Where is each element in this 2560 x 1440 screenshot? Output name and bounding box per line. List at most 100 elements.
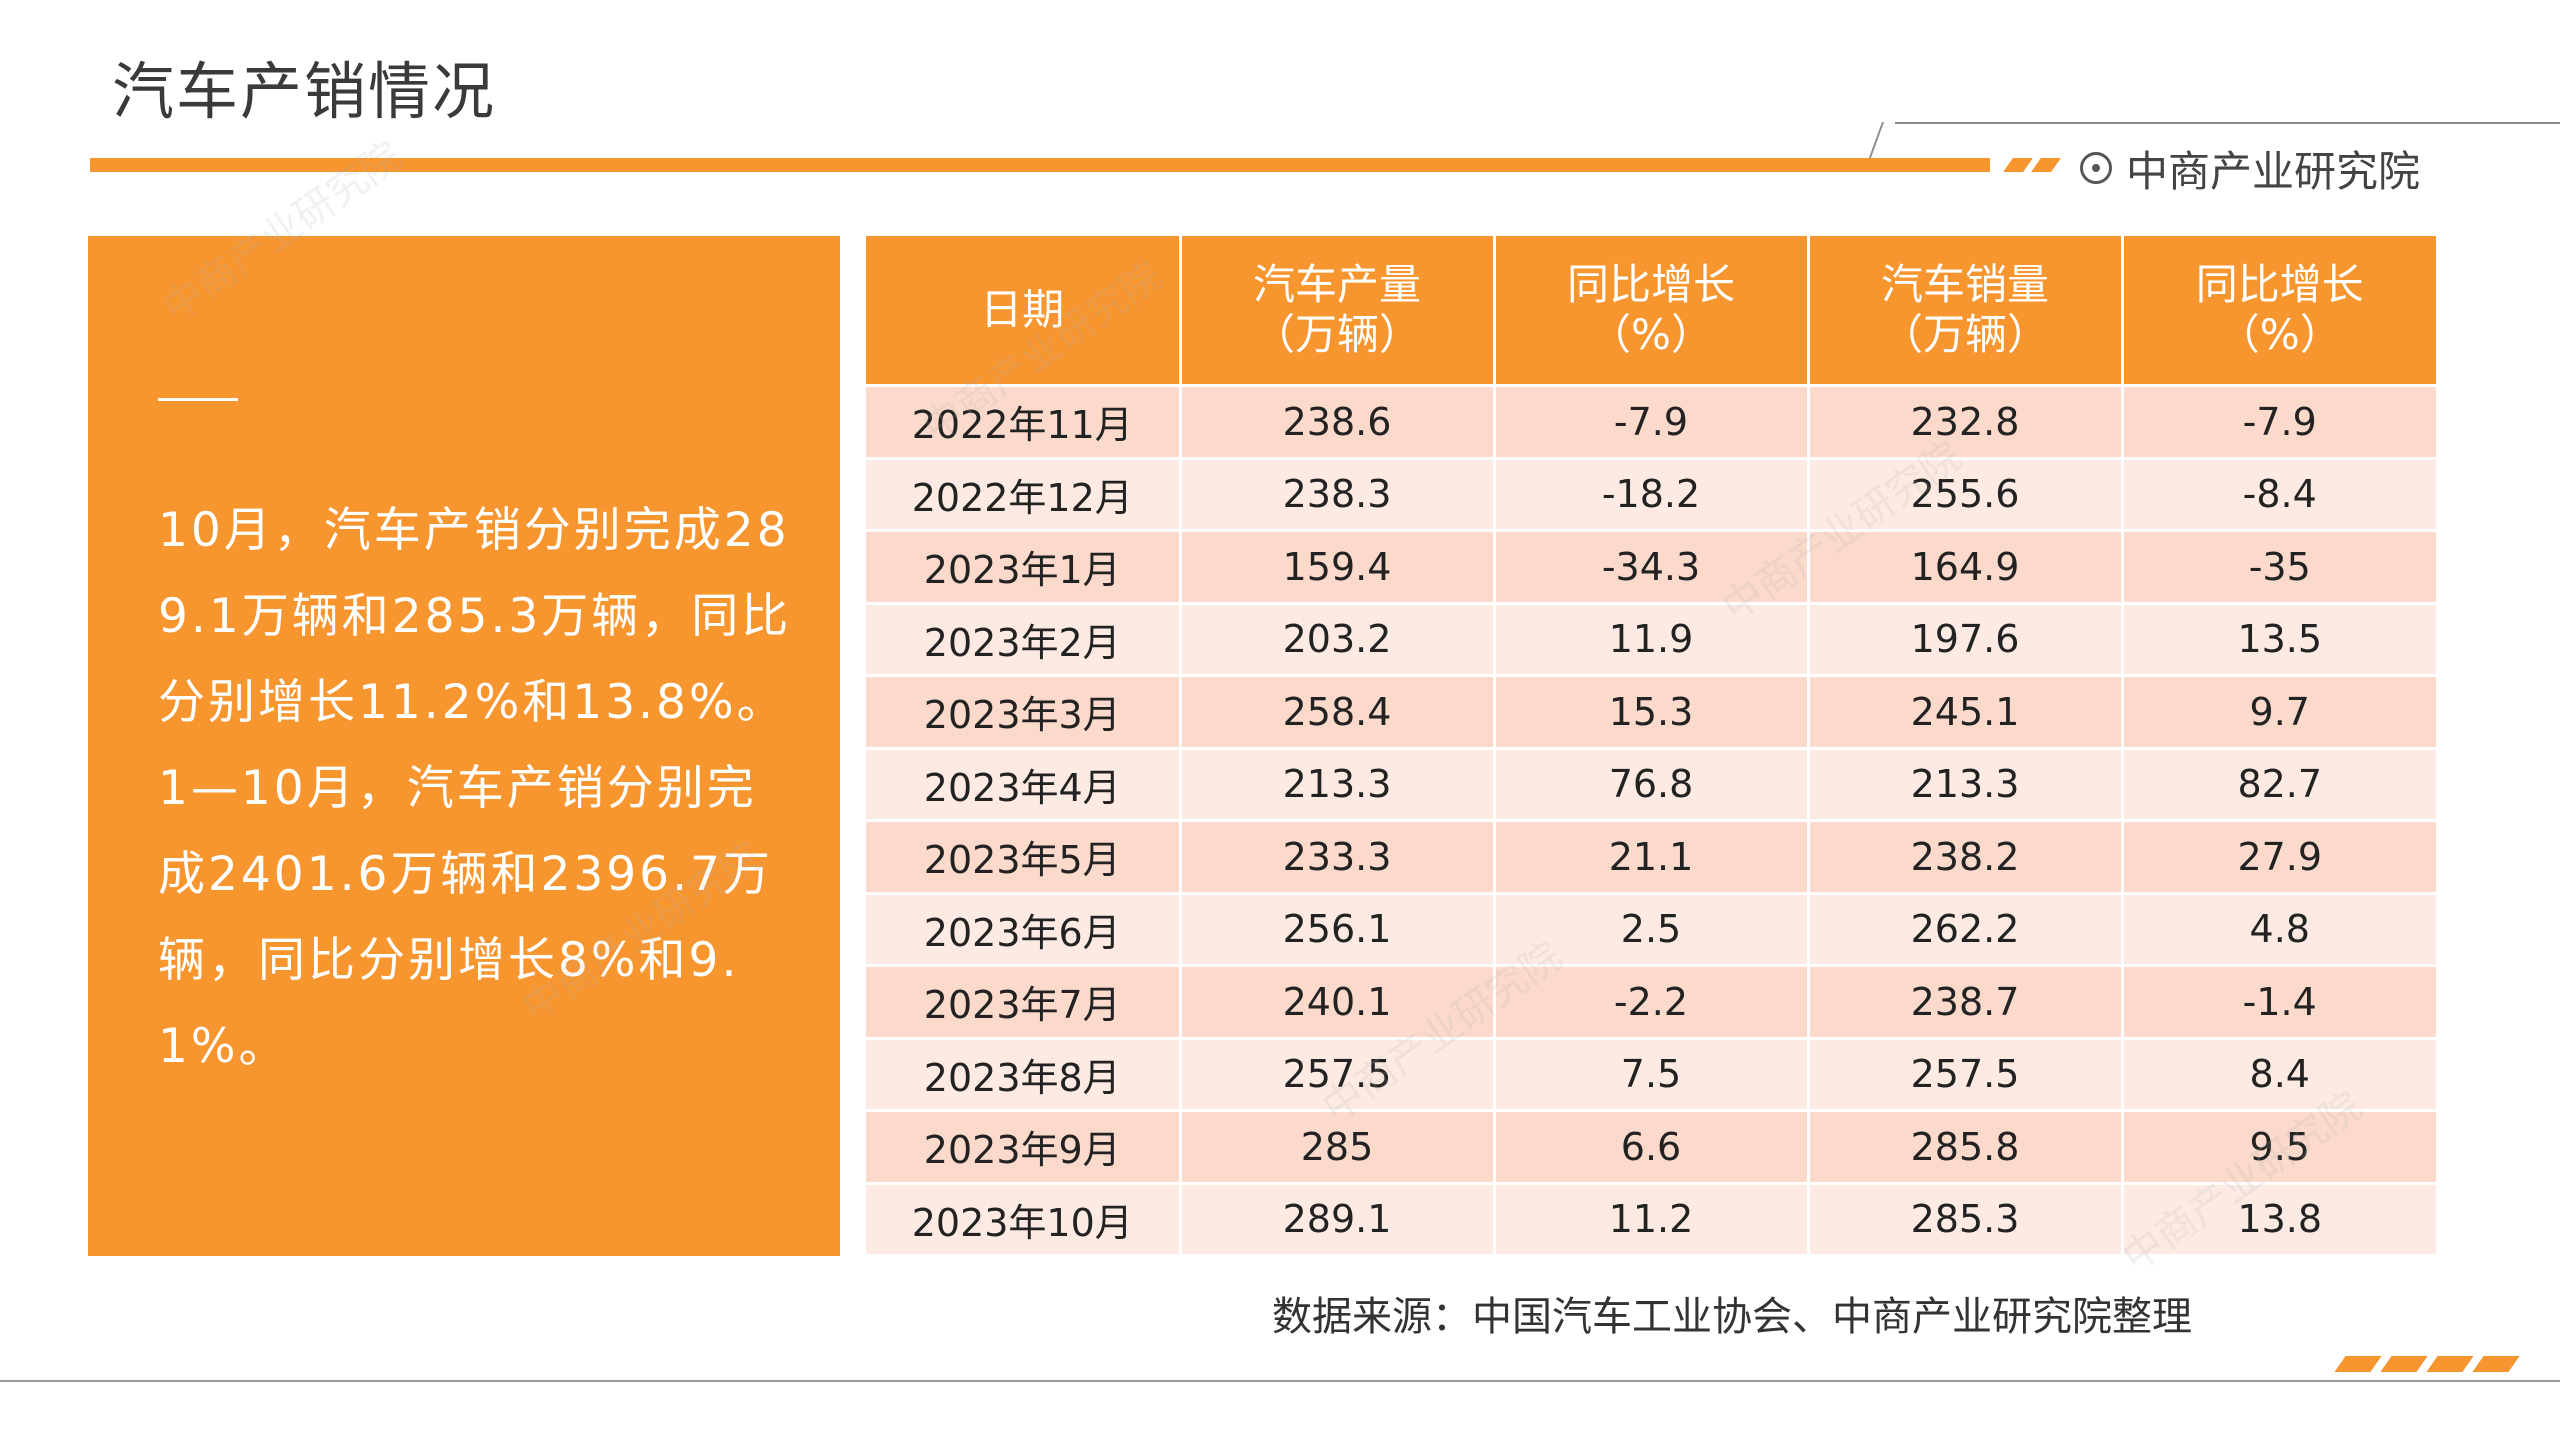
table-row: 2023年7月 240.1 -2.2 238.7 -1.4 [866,965,2436,1040]
table-cell: 76.8 [1494,748,1810,822]
panel-dash-divider [158,398,238,401]
table-cell: 2023年9月 [866,1110,1182,1185]
table-row: 2023年9月 285 6.6 285.8 9.5 [866,1110,2436,1185]
table-cell: 262.2 [1808,893,2124,967]
bar-stripe-1 [2003,158,2033,172]
table-body: 2022年11月 238.6 -7.9 232.8 -7.9 2022年12月 238.3-… [866,385,2436,1257]
table-cell: 197.6 [1808,603,2124,677]
table-cell: 238.3 [1180,458,1496,532]
table-cell: 285.8 [1808,1110,2124,1185]
header-unit: （万辆） [1252,310,1421,359]
production-sales-table: 日期 汽车产量 （万辆） 同比增长 （%） 汽车销量 （万辆） 同比增长 （%） 2022年11… [866,236,2436,1257]
table-cell: -35 [2122,530,2436,605]
table-cell: 232.8 [1808,385,2124,460]
table-cell: -8.4 [2122,458,2436,532]
table-cell: 2023年1月 [866,530,1182,605]
table-cell: 2023年10月 [866,1183,1182,1257]
title-underline-bar [90,158,1990,172]
bar-stripe-2 [2031,158,2061,172]
table-header-cell: 日期 [866,236,1182,387]
table-row: 2023年4月 213.3 76.8 213.3 82.7 [866,748,2436,822]
header-unit: （万辆） [1880,310,2049,359]
header-unit: （%） [1589,310,1713,359]
table-cell: 11.9 [1494,603,1810,677]
target-icon [2080,152,2112,184]
table-cell: 255.6 [1808,458,2124,532]
table-row: 2023年2月 203.2 11.9 197.6 13.5 [866,603,2436,677]
table-cell: 2023年6月 [866,893,1182,967]
table-cell: 15.3 [1494,675,1810,750]
table-cell: 256.1 [1180,893,1496,967]
table-cell: 8.4 [2122,1038,2436,1112]
table-cell: -34.3 [1494,530,1810,605]
table-cell: 27.9 [2122,820,2436,895]
table-row: 2022年11月 238.6 -7.9 232.8 -7.9 [866,385,2436,460]
table-cell: 2023年8月 [866,1038,1182,1112]
table-cell: 289.1 [1180,1183,1496,1257]
table-row: 2022年12月 238.3 -18.2 255.6 -8.4 [866,458,2436,532]
table-cell: 258.4 [1180,675,1496,750]
table-cell: 4.8 [2122,893,2436,967]
table-cell: 240.1 [1180,965,1496,1040]
table-cell: 2023年4月 [866,748,1182,822]
table-cell: 13.8 [2122,1183,2436,1257]
table-header: 日期 汽车产量 （万辆） 同比增长 （%） 汽车销量 （万辆） 同比增长 （%） [866,236,2436,387]
table-cell: 238.6 [1180,385,1496,460]
table-cell: 285.3 [1808,1183,2124,1257]
table-cell: -2.2 [1494,965,1810,1040]
table-cell: -7.9 [1494,385,1810,460]
table-cell: 2.5 [1494,893,1810,967]
header-rule [1895,122,2560,124]
header-label: 汽车产量 [1252,260,1421,309]
table-cell: 238.2 [1808,820,2124,895]
table-cell: 2022年11月 [866,385,1182,460]
footer-stripe-1 [2334,1356,2382,1372]
table-cell: 213.3 [1180,748,1496,822]
table-cell: 21.1 [1494,820,1810,895]
table-header-cell: 汽车销量 （万辆） [1808,236,2124,387]
table-row: 2023年10月 289.1 11.2 285.3 13.8 [866,1183,2436,1257]
header-rule-slant [1868,122,1884,158]
table-cell: 257.5 [1808,1038,2124,1112]
header-label: 同比增长 [1566,260,1735,309]
table-cell: -7.9 [2122,385,2436,460]
table-cell: 6.6 [1494,1110,1810,1185]
table-cell: 9.7 [2122,675,2436,750]
table-cell: 159.4 [1180,530,1496,605]
table-cell: 257.5 [1180,1038,1496,1112]
table-cell: 203.2 [1180,603,1496,677]
table-cell: 164.9 [1808,530,2124,605]
table-header-row: 日期 汽车产量 （万辆） 同比增长 （%） 汽车销量 （万辆） 同比增长 （%） [866,236,2436,387]
table-cell: 2023年7月 [866,965,1182,1040]
table-cell: 11.2 [1494,1183,1810,1257]
table-row: 2023年6月 256.1 2.5 262.2 4.8 [866,893,2436,967]
table-cell: 7.5 [1494,1038,1810,1112]
table-cell: 238.7 [1808,965,2124,1040]
header-label: 日期 [980,285,1065,334]
table-cell: 82.7 [2122,748,2436,822]
table-header-cell: 汽车产量 （万辆） [1180,236,1496,387]
data-source-note: 数据来源：中国汽车工业协会、中商产业研究院整理 [1272,1294,2192,1340]
table-header-cell: 同比增长 （%） [1494,236,1810,387]
header-label: 汽车销量 [1880,260,2049,309]
table-cell: 2023年2月 [866,603,1182,677]
footer-rule [0,1380,2560,1382]
footer-stripe-2 [2380,1356,2428,1372]
table-row: 2023年5月 233.3 21.1 238.2 27.9 [866,820,2436,895]
table-cell: 2023年5月 [866,820,1182,895]
table-cell: 9.5 [2122,1110,2436,1185]
table-cell: -1.4 [2122,965,2436,1040]
table-cell: 2023年3月 [866,675,1182,750]
table-row: 2023年8月 257.5 7.5 257.5 8.4 [866,1038,2436,1112]
page-title: 汽车产销情况 [112,55,497,128]
table-row: 2023年3月 258.4 15.3 245.1 9.7 [866,675,2436,750]
table-header-cell: 同比增长 （%） [2122,236,2436,387]
brand-name: 中商产业研究院 [2126,146,2421,196]
table-cell: 2022年12月 [866,458,1182,532]
brand-logo: 中商产业研究院 [2080,140,2420,196]
header-unit: （%） [2217,310,2342,359]
footer-stripe-4 [2472,1356,2520,1372]
table-cell: 285 [1180,1110,1496,1185]
table-cell: 213.3 [1808,748,2124,822]
table-cell: 233.3 [1180,820,1496,895]
